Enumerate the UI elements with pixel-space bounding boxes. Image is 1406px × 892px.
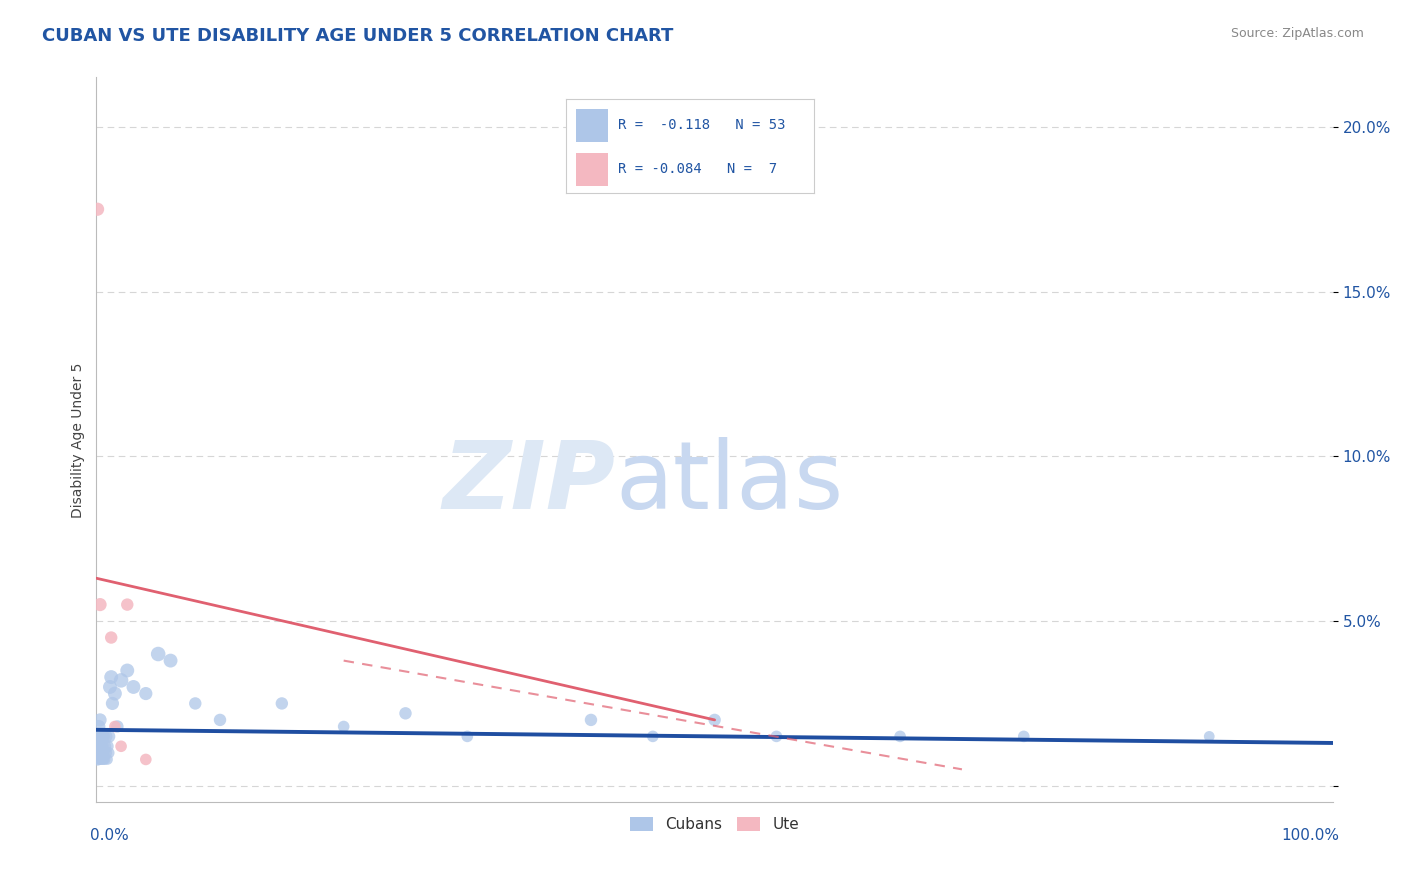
Point	[89, 598, 111, 612]
Point	[456, 730, 478, 744]
Point	[135, 687, 157, 701]
Point	[135, 752, 157, 766]
Text: 100.0%: 100.0%	[1281, 828, 1339, 843]
Point	[1198, 730, 1220, 744]
Point	[98, 680, 121, 694]
Point	[86, 202, 108, 217]
Point	[91, 739, 114, 754]
Point	[270, 697, 292, 711]
Text: ZIP: ZIP	[443, 437, 616, 529]
Point	[159, 654, 181, 668]
Legend: Cubans, Ute: Cubans, Ute	[624, 811, 806, 838]
Text: CUBAN VS UTE DISABILITY AGE UNDER 5 CORRELATION CHART: CUBAN VS UTE DISABILITY AGE UNDER 5 CORR…	[42, 27, 673, 45]
Text: 0.0%: 0.0%	[90, 828, 129, 843]
Point	[148, 647, 170, 661]
Point	[104, 719, 127, 733]
Point	[96, 739, 118, 754]
Point	[96, 752, 118, 766]
Point	[89, 713, 111, 727]
Point	[89, 730, 111, 744]
Point	[87, 719, 110, 733]
Point	[94, 752, 117, 766]
Point	[91, 752, 114, 766]
Y-axis label: Disability Age Under 5: Disability Age Under 5	[72, 362, 86, 517]
Point	[93, 752, 115, 766]
Point	[332, 719, 354, 733]
Text: atlas: atlas	[616, 437, 844, 529]
Point	[104, 687, 127, 701]
Point	[100, 631, 122, 645]
Point	[703, 713, 725, 727]
Point	[87, 752, 110, 766]
Point	[91, 730, 114, 744]
Point	[89, 752, 111, 766]
Point	[94, 739, 117, 754]
Point	[93, 730, 115, 744]
Point	[96, 730, 118, 744]
Point	[89, 739, 111, 754]
Point	[394, 706, 416, 721]
Point	[117, 598, 139, 612]
Point	[93, 746, 115, 760]
Point	[97, 730, 120, 744]
Point	[117, 664, 139, 678]
Point	[86, 752, 108, 766]
Point	[90, 752, 112, 766]
Point	[100, 670, 122, 684]
Point	[889, 730, 911, 744]
Point	[1012, 730, 1035, 744]
Point	[110, 739, 132, 754]
Point	[579, 713, 602, 727]
Point	[89, 746, 111, 760]
Point	[86, 730, 108, 744]
Point	[87, 746, 110, 760]
Point	[87, 739, 110, 754]
Text: Source: ZipAtlas.com: Source: ZipAtlas.com	[1230, 27, 1364, 40]
Point	[184, 697, 207, 711]
Point	[208, 713, 231, 727]
Point	[97, 746, 120, 760]
Point	[105, 719, 128, 733]
Point	[90, 739, 112, 754]
Point	[122, 680, 145, 694]
Point	[96, 746, 118, 760]
Point	[110, 673, 132, 688]
Point	[90, 746, 112, 760]
Point	[91, 746, 114, 760]
Point	[765, 730, 787, 744]
Point	[101, 697, 124, 711]
Point	[641, 730, 664, 744]
